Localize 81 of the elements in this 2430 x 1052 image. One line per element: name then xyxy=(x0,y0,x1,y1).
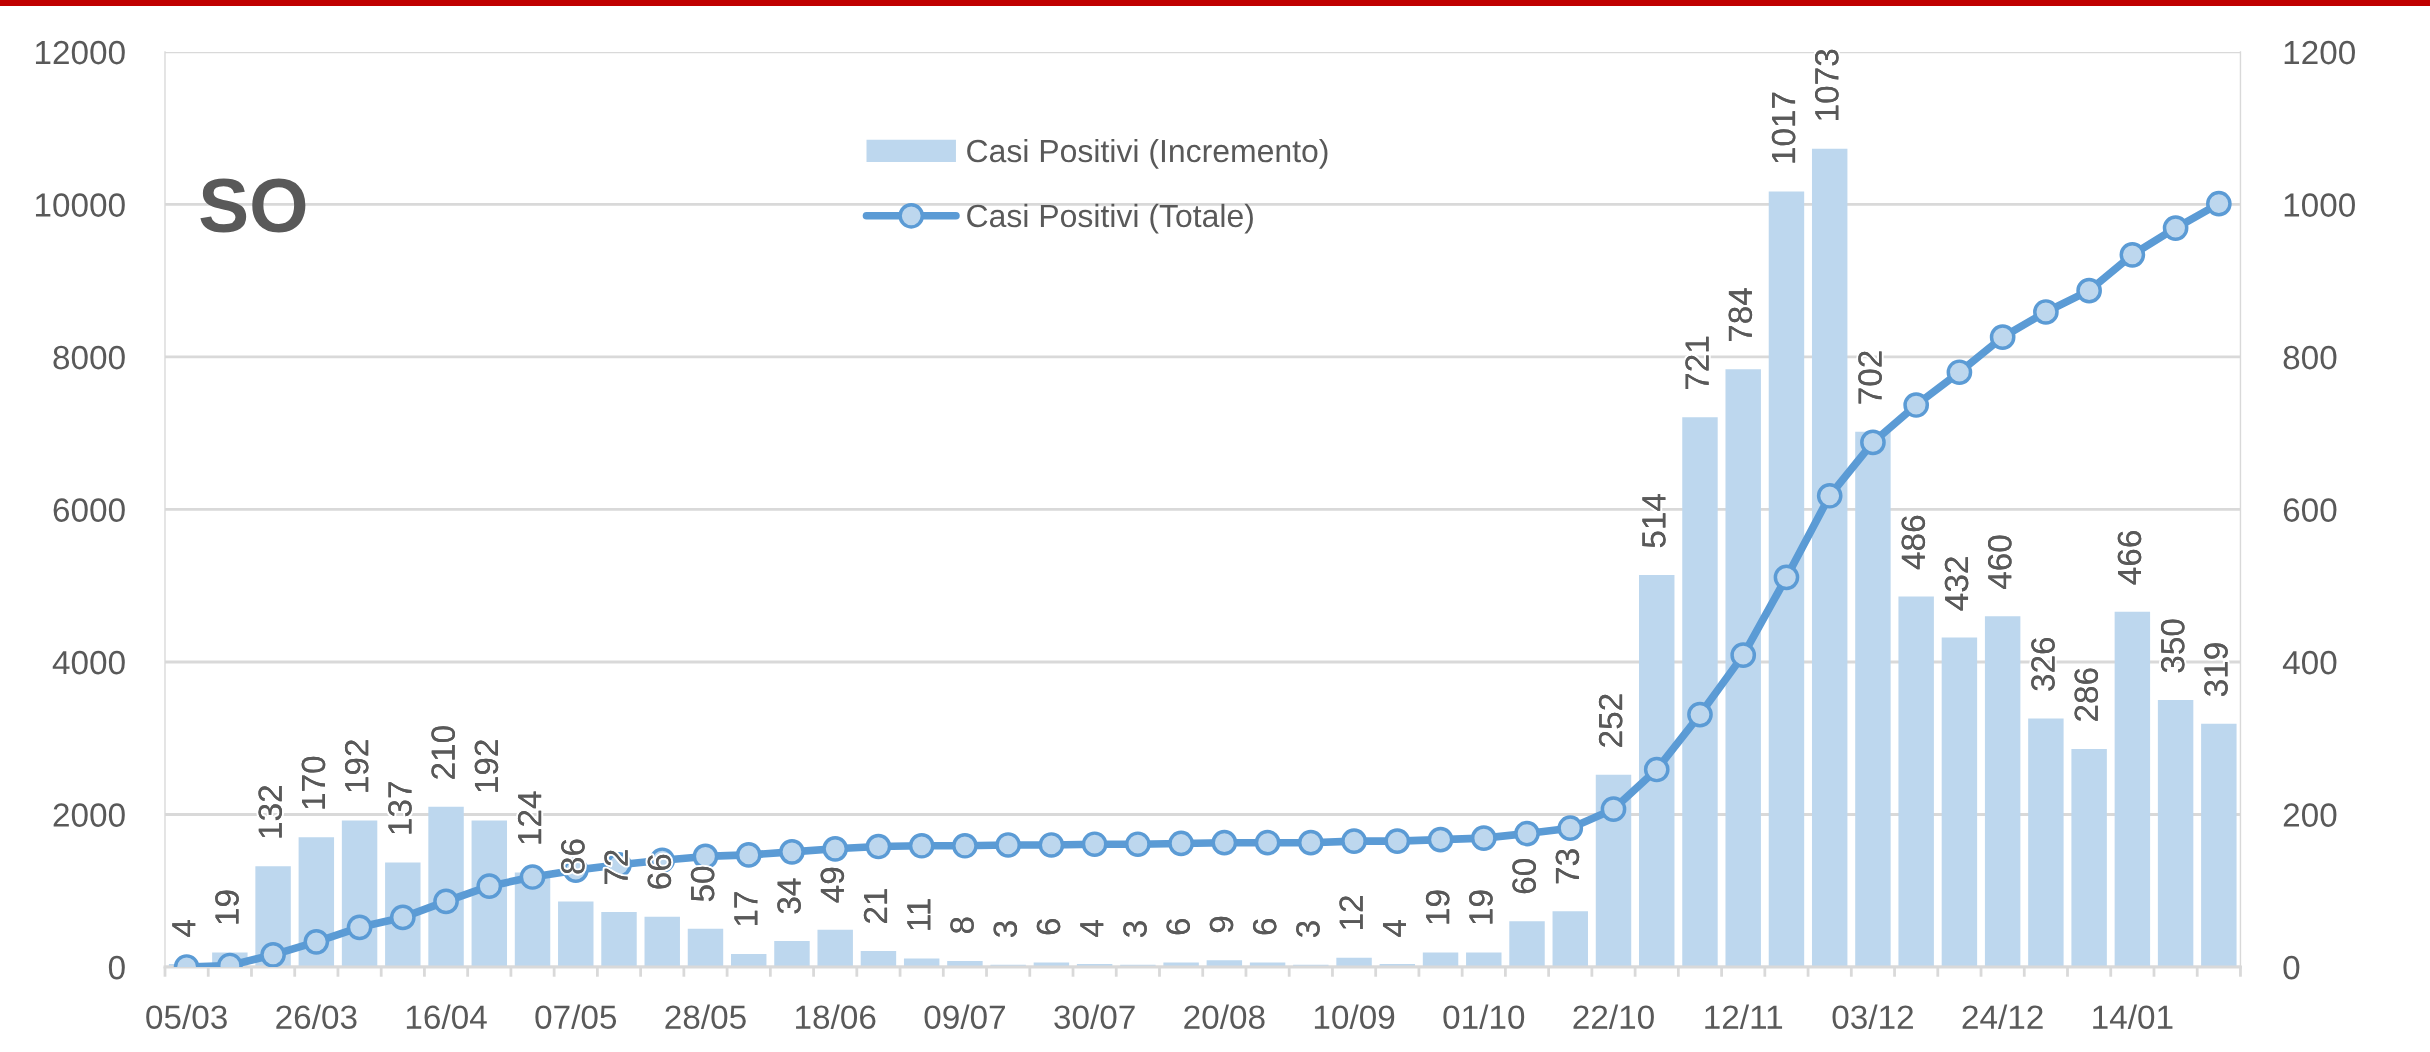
x-tick-label: 10/09 xyxy=(1314,1004,1395,1029)
legend-label: Casi Positivi (Totale) xyxy=(967,203,1253,234)
data-label: 192 xyxy=(344,740,369,792)
data-label: 350 xyxy=(2160,619,2185,673)
data-label: 170 xyxy=(301,756,326,809)
data-label: 19 xyxy=(1469,890,1493,924)
x-tick-label: 09/07 xyxy=(924,1004,1005,1029)
data-label: 432 xyxy=(1944,557,1969,611)
y2-tick-label: 400 xyxy=(2282,650,2337,675)
data-label: 11 xyxy=(907,899,931,930)
data-label: 21 xyxy=(863,889,888,923)
data-label: 514 xyxy=(1642,494,1666,548)
data-label: 3 xyxy=(993,921,1018,938)
data-label: 17 xyxy=(734,892,758,926)
y-tick-label: 4000 xyxy=(52,650,125,675)
data-label: 12 xyxy=(1339,896,1363,929)
text: SO xyxy=(200,178,306,233)
y2-tick-label: 600 xyxy=(2283,498,2337,522)
data-label: 1073 xyxy=(1815,49,1839,120)
data-label: 486 xyxy=(1901,515,1926,570)
data-label: 4 xyxy=(172,920,196,937)
data-label: 6 xyxy=(1166,918,1191,935)
data-label: 60 xyxy=(1512,859,1536,894)
data-label: 19 xyxy=(1425,890,1450,924)
data-label: 86 xyxy=(561,839,585,874)
data-label: 8 xyxy=(950,917,974,934)
data-label: 702 xyxy=(1858,351,1882,404)
x-tick-label: 30/07 xyxy=(1054,1004,1135,1029)
data-label: 4 xyxy=(1080,920,1104,937)
data-label: 460 xyxy=(1987,535,2012,590)
x-tick-label: 14/01 xyxy=(2093,1004,2173,1029)
x-tick-label: 22/10 xyxy=(1573,1004,1654,1029)
data-label: 3 xyxy=(1296,921,1320,938)
data-label: 50 xyxy=(690,866,715,902)
data-label: 252 xyxy=(1598,694,1623,747)
x-tick-label: 28/05 xyxy=(665,1004,746,1029)
x-tick-label: 26/03 xyxy=(276,1004,357,1029)
data-label: 73 xyxy=(1555,849,1580,884)
data-label: 72 xyxy=(604,850,628,884)
data-label: 192 xyxy=(474,740,499,792)
data-label: 210 xyxy=(431,726,455,779)
y-tick-label: 6000 xyxy=(53,498,125,522)
x-tick-label: 01/10 xyxy=(1443,1004,1525,1029)
data-label: 49 xyxy=(820,867,845,903)
data-label: 286 xyxy=(2074,668,2099,721)
y2-tick-label: 800 xyxy=(2283,345,2337,370)
x-tick-label: 07/05 xyxy=(535,1004,617,1029)
x-tick-label: 18/06 xyxy=(796,1004,876,1029)
y-tick-label: 10000 xyxy=(35,193,125,217)
y-tick-label: 8000 xyxy=(53,345,125,370)
y-tick-label: 2000 xyxy=(53,803,125,827)
y2-tick-label: 0 xyxy=(2283,955,2300,980)
data-label: 137 xyxy=(388,782,412,834)
x-tick-label: 20/08 xyxy=(1184,1004,1265,1029)
data-label: 124 xyxy=(517,791,542,844)
x-tick-label: 24/12 xyxy=(1962,1004,2043,1029)
data-label: 319 xyxy=(2204,643,2228,697)
data-label: 66 xyxy=(647,854,672,889)
y2-tick-label: 200 xyxy=(2283,803,2337,827)
data-label: 6 xyxy=(1036,918,1061,935)
data-label: 6 xyxy=(1252,918,1277,935)
x-tick-label: 05/03 xyxy=(146,1004,227,1029)
x-tick-label: 12/11 xyxy=(1705,1004,1783,1029)
data-label: 326 xyxy=(2031,637,2055,691)
y2-tick-label: 1200 xyxy=(2284,40,2355,65)
data-label: 9 xyxy=(1209,916,1234,933)
y-tick-label: 12000 xyxy=(35,40,125,65)
y2-tick-label: 1000 xyxy=(2284,193,2355,217)
data-label: 3 xyxy=(1123,921,1147,938)
x-tick-label: 16/04 xyxy=(406,1004,487,1029)
data-label: 466 xyxy=(2117,531,2142,585)
data-label: 1017 xyxy=(1771,92,1796,163)
legend-label: Casi Positivi (Incremento) xyxy=(967,138,1328,169)
y-tick-label: 0 xyxy=(108,955,125,980)
data-label: 721 xyxy=(1685,336,1709,390)
data-label: 784 xyxy=(1728,288,1753,342)
data-label: 132 xyxy=(258,786,283,838)
x-tick-label: 03/12 xyxy=(1832,1004,1913,1029)
data-label: 4 xyxy=(1382,920,1406,937)
data-label: 34 xyxy=(777,878,801,914)
data-label: 19 xyxy=(215,890,239,924)
